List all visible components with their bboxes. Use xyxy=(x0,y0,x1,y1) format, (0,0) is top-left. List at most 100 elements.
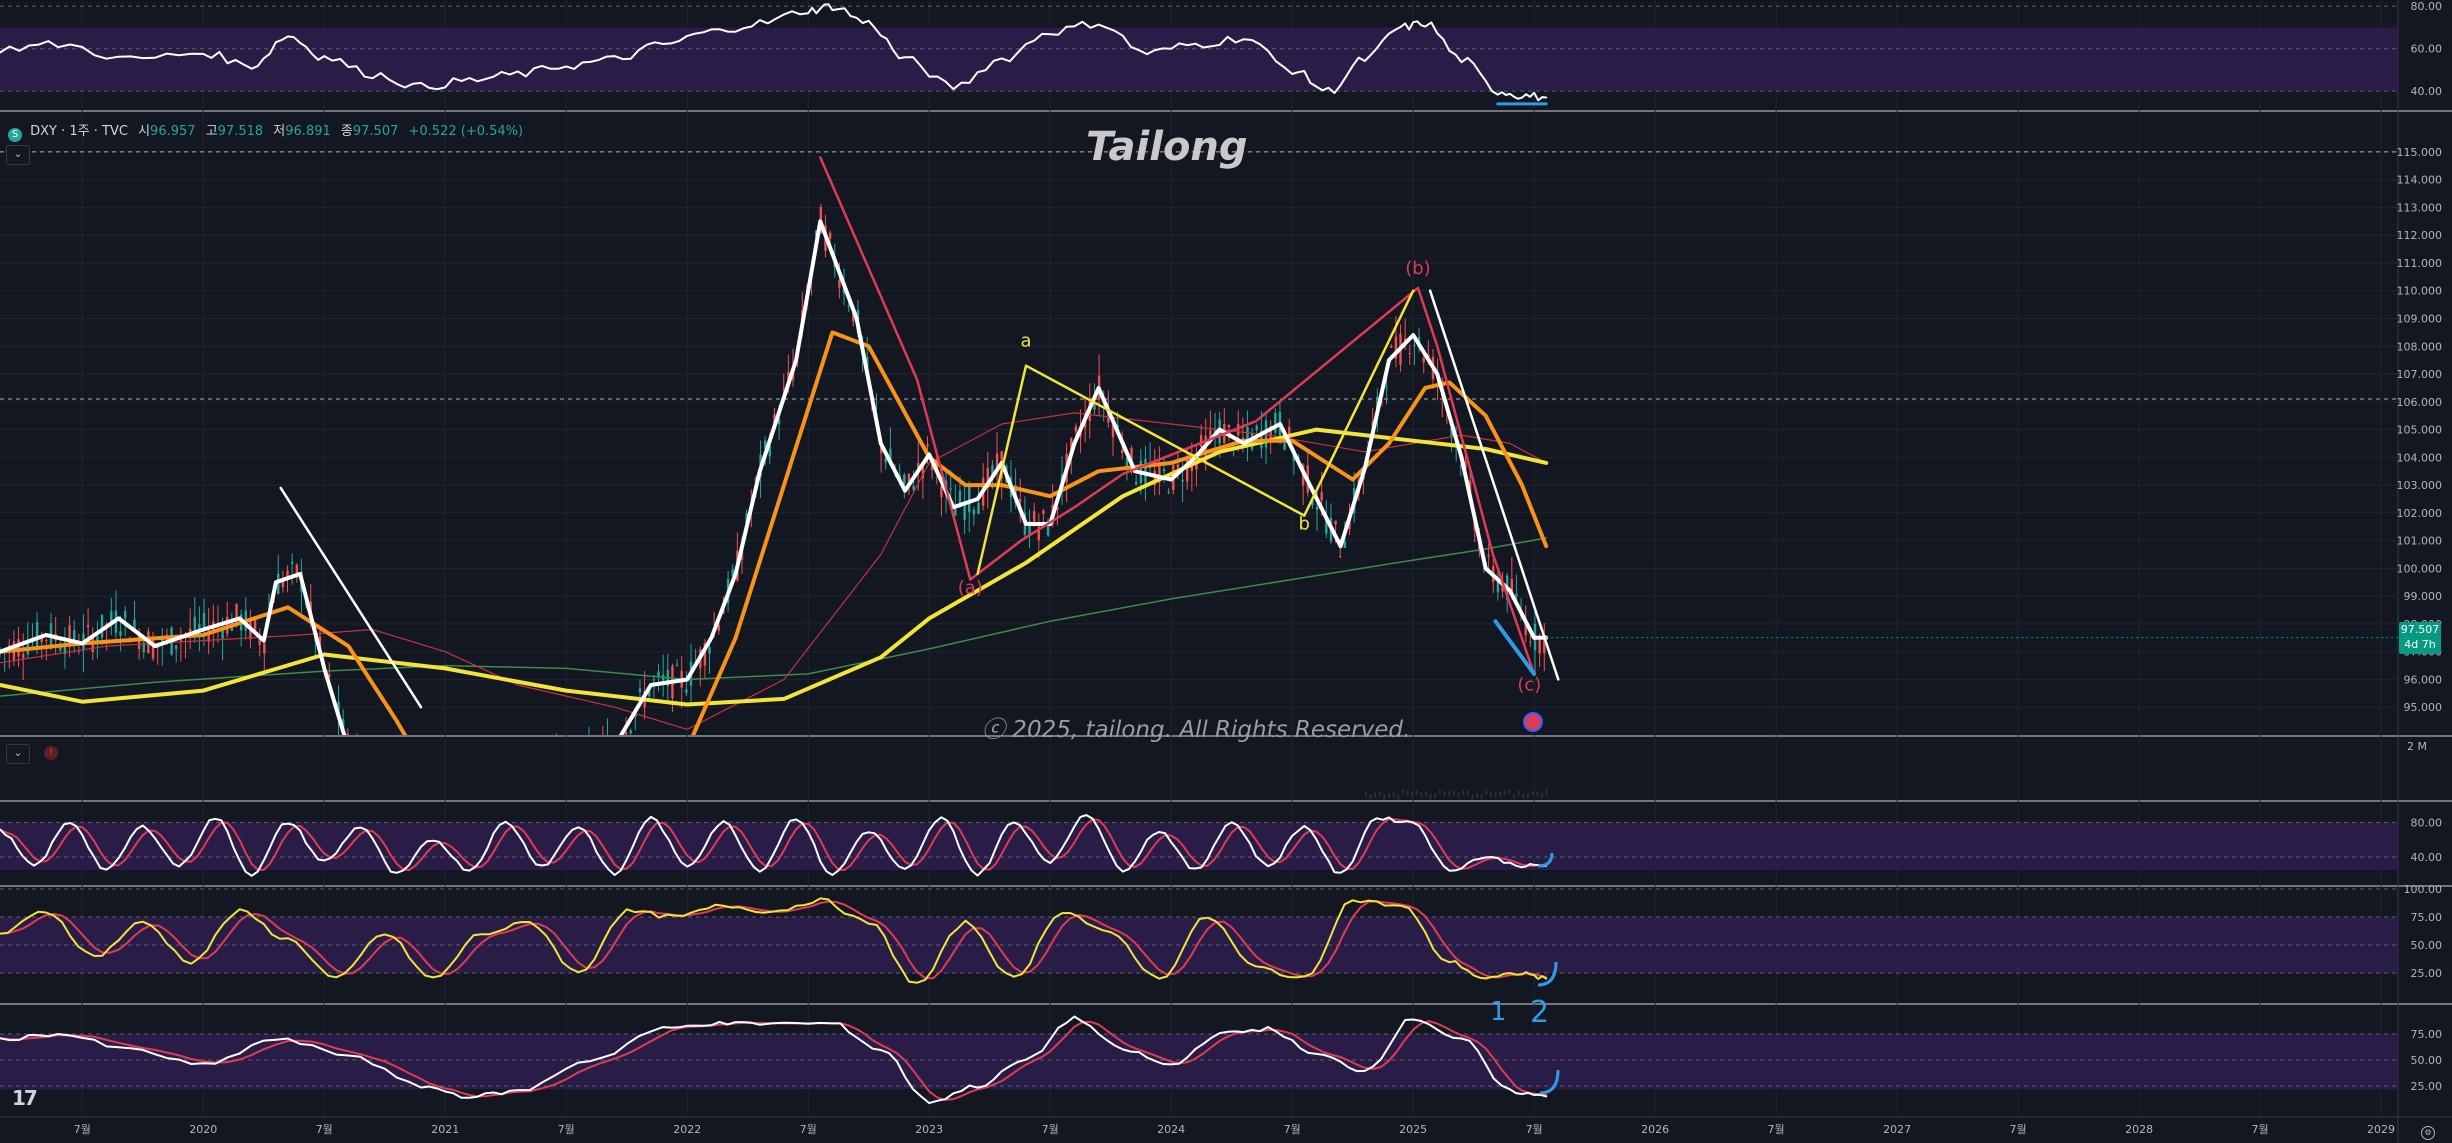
volume-bar xyxy=(1508,789,1511,795)
candle-body xyxy=(1339,556,1342,558)
volume-bar xyxy=(1378,791,1381,797)
time-axis-label: 2020 xyxy=(189,1123,217,1136)
warning-icon[interactable]: ! xyxy=(44,746,58,760)
candle-body xyxy=(124,611,127,619)
candle-body xyxy=(137,634,141,650)
candle-body xyxy=(86,625,90,628)
candle-body xyxy=(63,642,67,655)
candle-body xyxy=(889,448,892,462)
symbol-header[interactable]: S DXY · 1주 · TVC 시96.957 고97.518 저96.891… xyxy=(8,120,523,142)
price-axis-label: 114.000 xyxy=(2397,174,2443,187)
watermark-text: Tailong xyxy=(1086,124,1248,170)
stoch3-signal-line xyxy=(0,1020,1548,1101)
candle-body xyxy=(675,664,679,666)
candle-body xyxy=(179,639,183,642)
wave-line-white xyxy=(279,486,423,709)
candle-body xyxy=(903,474,906,485)
annotation-stroke xyxy=(1539,1069,1560,1095)
price-axis-label: 107.000 xyxy=(2397,368,2443,381)
tradingview-logo-icon[interactable]: 17 xyxy=(12,1086,38,1110)
wave-line-blue xyxy=(1493,619,1537,676)
candle-body xyxy=(472,809,474,822)
candle-body xyxy=(370,762,372,764)
close-label: 종 xyxy=(340,124,353,139)
price-axis-label: 112.000 xyxy=(2397,229,2443,242)
candle-body xyxy=(1538,636,1541,654)
change-value: +0.522 (+0.54%) xyxy=(408,124,524,139)
candle-body xyxy=(611,748,613,749)
candle-body xyxy=(616,747,618,751)
candle-body xyxy=(638,688,642,693)
volume-bar xyxy=(1411,792,1414,798)
candle-body xyxy=(940,486,943,498)
candle-body xyxy=(1056,506,1059,510)
candle-body xyxy=(175,645,178,650)
candle-body xyxy=(588,744,590,749)
candle-body xyxy=(318,636,322,649)
gear-icon[interactable]: ⚙ xyxy=(2421,1126,2435,1140)
candle-body xyxy=(532,778,534,800)
candle-body xyxy=(597,753,599,762)
chevron-down-icon: ⌄ xyxy=(13,746,23,759)
candle-body xyxy=(161,635,164,646)
candle-body xyxy=(277,573,280,594)
price-axis-label: 111.000 xyxy=(2397,257,2443,270)
candle-body xyxy=(782,388,785,391)
volume-bar xyxy=(1369,794,1372,800)
candle-body xyxy=(926,444,929,447)
candle-body xyxy=(356,745,358,752)
time-axis-label: 7월 xyxy=(2252,1123,2269,1136)
stoch2-scale-label: 75.00 xyxy=(2411,911,2443,924)
stoch2-band xyxy=(0,917,2398,973)
candle-body xyxy=(202,612,206,628)
symbol-logo-icon: S xyxy=(8,128,22,142)
candle-body xyxy=(703,643,707,666)
price-axis-label: 108.000 xyxy=(2397,340,2443,353)
stoch1-scale-label: 40.00 xyxy=(2411,851,2443,864)
volume-bar xyxy=(1476,793,1479,799)
candle-body xyxy=(1237,424,1240,436)
candle-body xyxy=(290,561,294,564)
candle-body xyxy=(1158,461,1161,483)
candle-body xyxy=(958,490,962,507)
top-oscillator-scale-label: 80.00 xyxy=(2411,0,2443,13)
high-value: 97.518 xyxy=(217,124,264,139)
candle-body xyxy=(198,624,201,631)
candle-body xyxy=(629,730,632,734)
stoch2-signal-line xyxy=(0,900,1548,980)
candle-body xyxy=(518,776,520,800)
collapse-indicators-button[interactable]: ⌄ xyxy=(6,744,30,764)
candle-body xyxy=(523,784,525,792)
candle-body xyxy=(68,625,71,647)
time-axis-label: 2027 xyxy=(1883,1123,1911,1136)
stoch2-scale-label: 50.00 xyxy=(2411,939,2443,952)
candle-body xyxy=(1334,520,1337,525)
candle-body xyxy=(476,812,478,816)
candle-body xyxy=(1032,510,1036,526)
time-axis-label: 7월 xyxy=(1042,1123,1059,1136)
candle-body xyxy=(281,578,285,588)
low-value: 96.891 xyxy=(285,124,331,139)
volume-bar xyxy=(1517,790,1520,796)
candle-body xyxy=(253,619,257,631)
candle-body xyxy=(346,733,350,735)
collapse-legend-button[interactable]: ⌄ xyxy=(6,145,30,165)
candle-body xyxy=(991,465,994,476)
candle-body xyxy=(1487,554,1490,557)
candle-body xyxy=(555,753,557,775)
candle-body xyxy=(578,769,580,774)
candle-body xyxy=(59,647,62,651)
candle-body xyxy=(541,774,543,785)
time-axis-label: 2021 xyxy=(431,1123,459,1136)
symbol-name[interactable]: DXY · 1주 · TVC xyxy=(30,124,128,139)
price-axis-label: 115.000 xyxy=(2397,146,2443,159)
candle-body xyxy=(72,630,76,644)
candle-body xyxy=(1185,459,1189,482)
candle-body xyxy=(133,619,136,630)
volume-bar xyxy=(1383,794,1386,800)
candle-body xyxy=(110,610,113,625)
time-axis-label: 7월 xyxy=(1768,1123,1785,1136)
stoch3-scale-label: 25.00 xyxy=(2411,1080,2443,1093)
open-label: 시 xyxy=(138,124,151,139)
